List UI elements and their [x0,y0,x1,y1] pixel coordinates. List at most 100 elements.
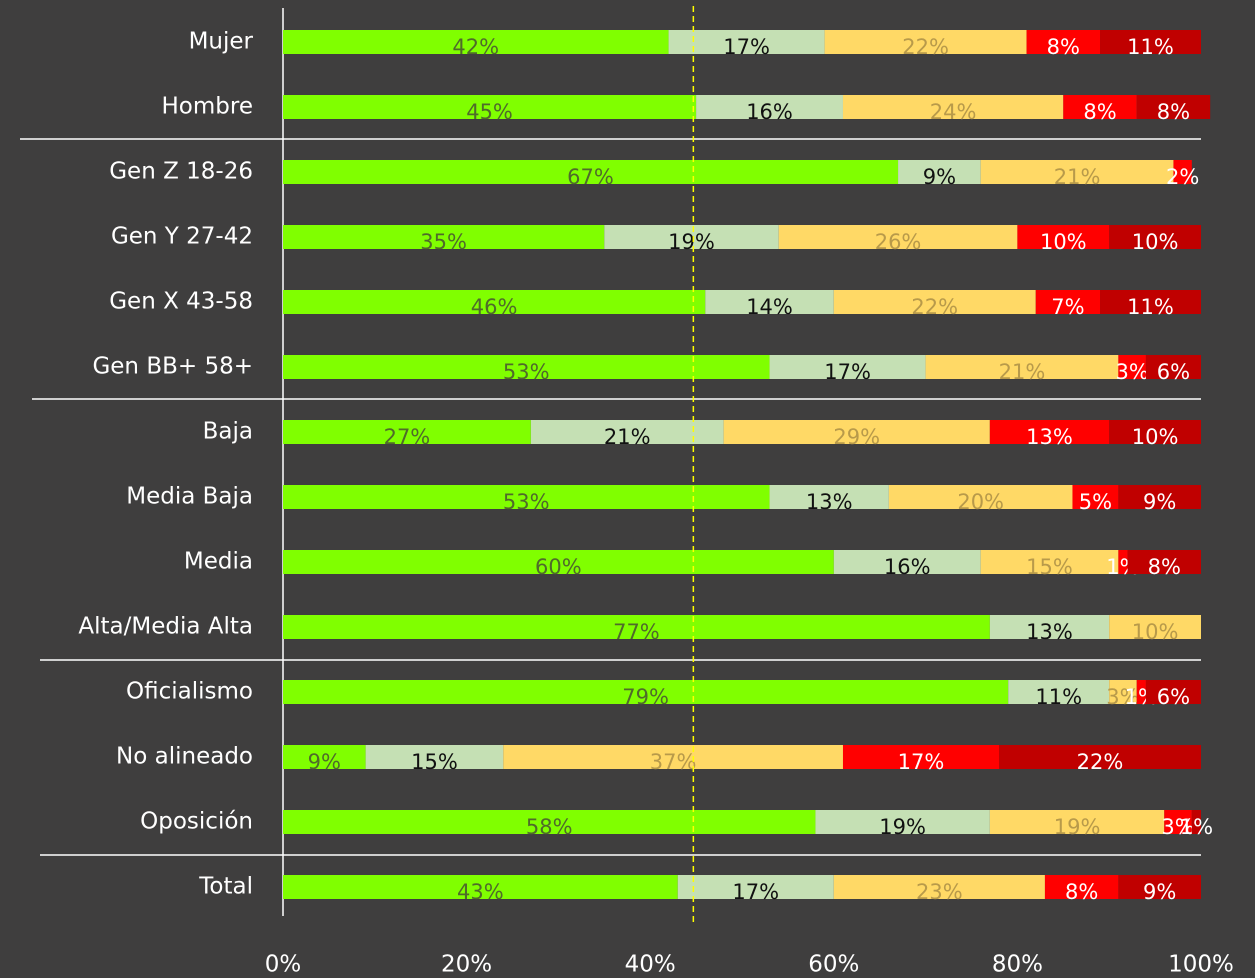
bar-segment [1173,160,1192,184]
category-label: Hombre [162,94,253,120]
category-label: Gen Z 18-26 [109,159,253,185]
category-label: Gen BB+ 58+ [92,354,253,380]
bar-segment [989,615,1110,639]
value-label: 19% [1054,815,1101,839]
bar-segment [1118,355,1146,379]
value-label: 29% [833,425,880,449]
bar-segment [283,745,366,769]
bar-segment [668,30,825,54]
value-label: 15% [1026,555,1073,579]
value-label: 22% [1077,750,1124,774]
value-label: 37% [650,750,697,774]
x-tick-label: 80% [992,952,1043,978]
x-tick-label: 60% [808,952,859,978]
value-label: 13% [806,490,853,514]
value-label: 16% [884,555,931,579]
bar-segment [365,745,504,769]
value-label: 13% [1026,620,1073,644]
bar-segment [1109,225,1201,249]
bar-segment [1127,550,1201,574]
bar-segment [1035,290,1101,314]
bar-segment [283,160,899,184]
category-label: Baja [203,419,253,445]
bar-segment [283,355,770,379]
bar-segment [989,420,1110,444]
x-tick-label: 0% [265,952,302,978]
bar-segment [723,420,990,444]
value-label: 21% [1054,165,1101,189]
bar-segment [989,810,1165,834]
bar-segment [778,225,1018,249]
category-label: Media Baja [126,484,253,510]
bar-segment [1008,680,1110,704]
bar-segment [769,355,926,379]
value-label: 20% [957,490,1004,514]
value-label: 58% [526,815,573,839]
value-label: 6% [1157,360,1190,384]
bar-segment [1145,680,1201,704]
bar-segment [530,420,724,444]
x-tick-label: 20% [441,952,492,978]
bar-segment [283,95,697,119]
bar-segment [1109,615,1201,639]
value-label: 77% [613,620,660,644]
x-tick-label: 100% [1168,952,1234,978]
bar-segment [283,30,669,54]
bar-segment [1191,810,1201,834]
bar-segment [769,485,889,509]
bar-segment [925,355,1119,379]
value-label: 11% [1127,295,1174,319]
value-label: 27% [384,425,431,449]
value-label: 79% [622,685,669,709]
value-label: 53% [503,490,550,514]
bar-segment [1100,290,1201,314]
bar-segment [283,680,1009,704]
value-label: 2% [1166,165,1199,189]
value-label: 19% [879,815,926,839]
value-label: 7% [1051,295,1084,319]
value-label: 17% [824,360,871,384]
value-label: 42% [452,35,499,59]
bar-segment [833,875,1045,899]
value-label: 43% [457,880,504,904]
bar-segment [1100,30,1201,54]
value-label: 3% [1106,685,1139,709]
category-label: Gen X 43-58 [109,289,253,315]
value-label: 8% [1047,35,1080,59]
value-label: 9% [308,750,341,774]
category-label: Gen Y 27-42 [111,224,253,250]
bar-segment [1072,485,1119,509]
bar-segment [1118,485,1201,509]
value-label: 14% [746,295,793,319]
value-label: 10% [1132,425,1179,449]
bar-segment [1145,355,1201,379]
bar-segment [824,30,1027,54]
value-label: 8% [1157,100,1190,124]
category-label: Oposición [140,809,253,835]
value-label: 26% [875,230,922,254]
bar-segment [283,550,834,574]
bar-segment [696,95,843,119]
bar-segment [283,615,990,639]
value-label: 22% [911,295,958,319]
value-label: 17% [723,35,770,59]
value-label: 17% [732,880,779,904]
bar-segment [503,745,843,769]
bar-segment [705,290,834,314]
bar-segment [888,485,1073,509]
bar-segment [1026,30,1101,54]
value-label: 10% [1132,230,1179,254]
value-label: 11% [1127,35,1174,59]
value-label: 67% [567,165,614,189]
value-label: 8% [1065,880,1098,904]
value-label: 9% [1143,490,1176,514]
bar-segment [815,810,990,834]
category-label: Media [184,549,253,575]
bar-segment [604,225,779,249]
bar-segment [842,745,1000,769]
value-label: 9% [1143,880,1176,904]
bar-segment [1118,875,1201,899]
bar-segment [283,875,678,899]
bar-segment [283,225,605,249]
bar-segment [1136,95,1211,119]
